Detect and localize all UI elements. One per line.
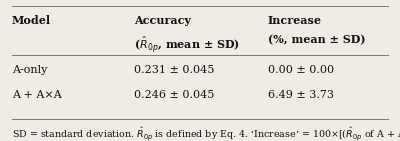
Text: 0.231 ± 0.045: 0.231 ± 0.045: [134, 65, 214, 75]
Text: A-only: A-only: [12, 65, 47, 75]
Text: Accuracy: Accuracy: [134, 15, 191, 26]
Text: Increase: Increase: [268, 15, 322, 26]
Text: 6.49 ± 3.73: 6.49 ± 3.73: [268, 90, 334, 100]
Text: Model: Model: [12, 15, 51, 26]
Text: A + A×A: A + A×A: [12, 90, 62, 100]
Text: (%, mean ± SD): (%, mean ± SD): [268, 35, 366, 46]
Text: ($\hat{R}_{0p}$, mean ± SD): ($\hat{R}_{0p}$, mean ± SD): [134, 35, 240, 55]
Text: 0.246 ± 0.045: 0.246 ± 0.045: [134, 90, 214, 100]
Text: 0.00 ± 0.00: 0.00 ± 0.00: [268, 65, 334, 75]
Text: SD = standard deviation. $\hat{R}_{0p}$ is defined by Eq. 4. ‘Increase’ = 100×[(: SD = standard deviation. $\hat{R}_{0p}$ …: [12, 125, 400, 141]
